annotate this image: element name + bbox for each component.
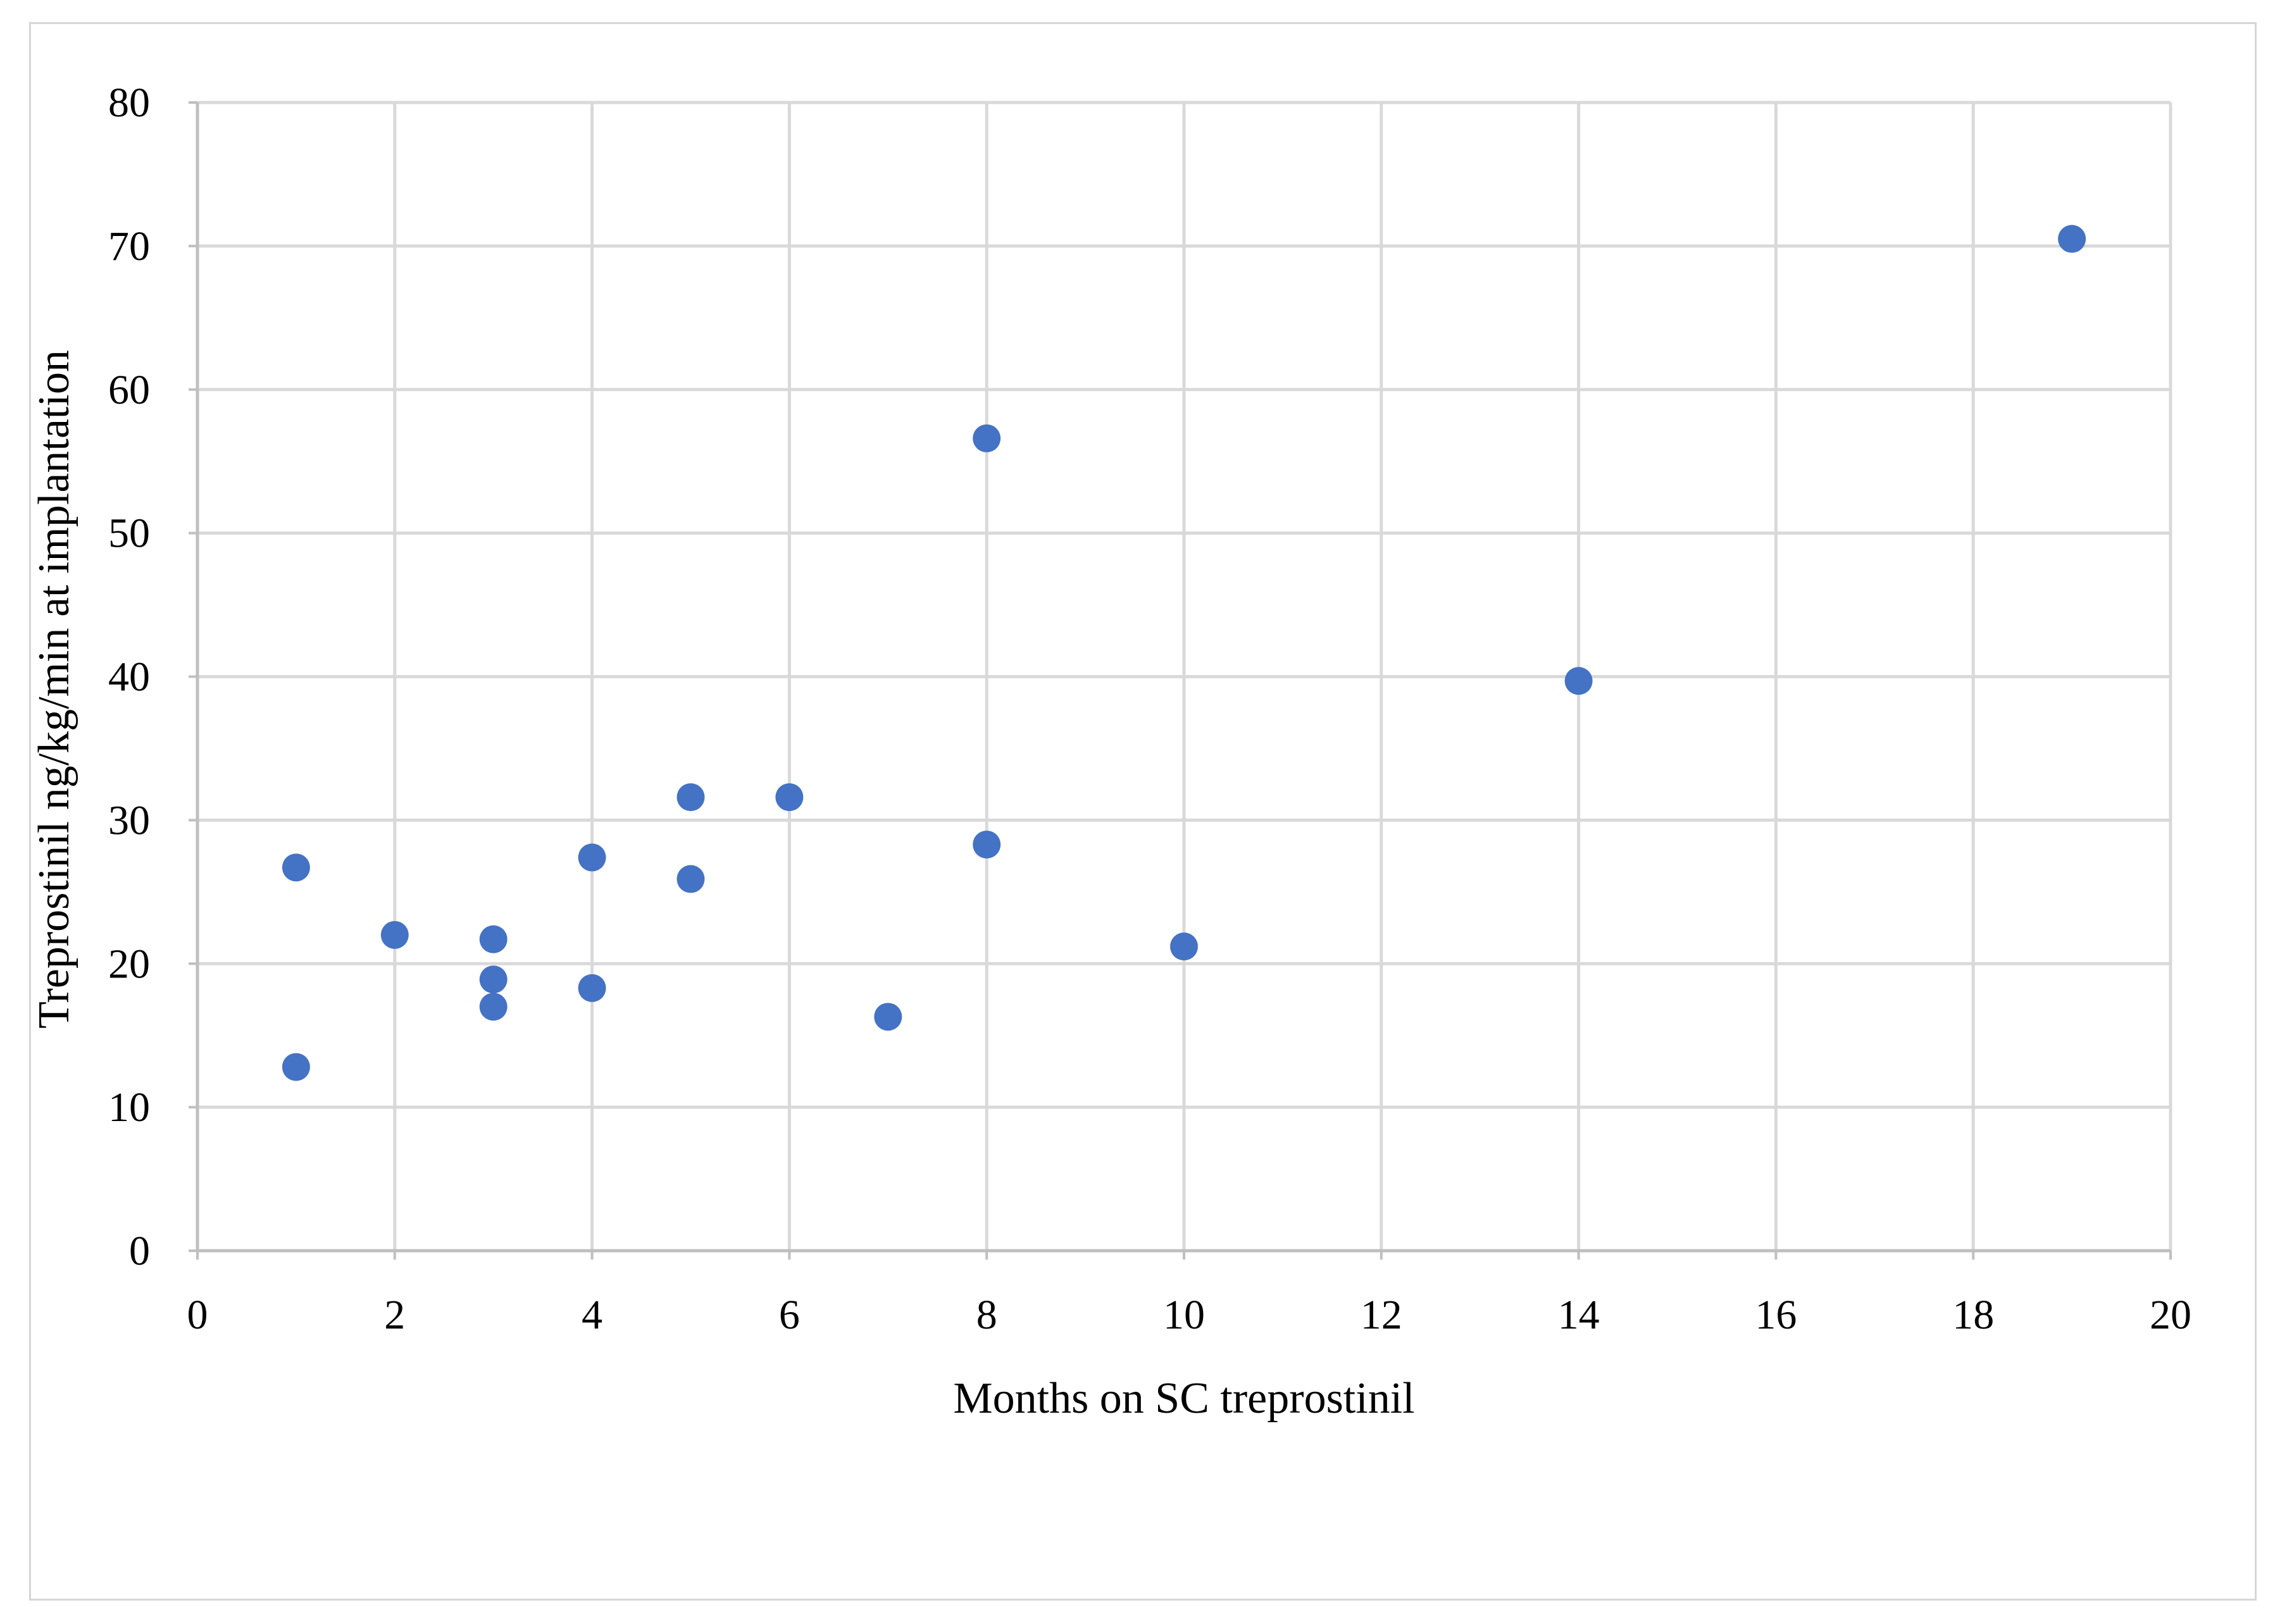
- x-tick-label: 10: [1163, 1292, 1205, 1338]
- y-tick-label: 10: [108, 1084, 150, 1131]
- data-point: [874, 1003, 902, 1031]
- data-point: [775, 783, 804, 812]
- gridlines: [197, 101, 2172, 1251]
- data-point: [676, 783, 705, 812]
- data-point: [282, 853, 310, 882]
- x-tick-label: 18: [1952, 1292, 1994, 1338]
- data-point: [1170, 933, 1198, 961]
- tick-labels: 0 2 4 6 8 10 12 14 16 18 20 0 10 20 30 40 50 60 70 80: [108, 80, 2191, 1338]
- y-tick-label: 20: [108, 941, 150, 987]
- data-point: [479, 993, 508, 1021]
- data-point: [578, 974, 606, 1002]
- y-axis-title: Treprostinil ng/kg/min at implantation: [30, 350, 78, 1029]
- y-tick-label: 0: [129, 1228, 150, 1274]
- x-axis-title: Months on SC treprostinil: [953, 1374, 1414, 1423]
- x-tick-label: 2: [384, 1292, 405, 1338]
- y-tick-label: 40: [108, 654, 150, 700]
- x-tick-label: 14: [1558, 1292, 1600, 1338]
- y-tick-label: 80: [108, 80, 150, 126]
- data-point: [676, 865, 705, 893]
- x-tick-label: 0: [187, 1292, 208, 1338]
- y-tick-label: 50: [108, 511, 150, 557]
- x-tick-label: 12: [1361, 1292, 1402, 1338]
- data-point: [380, 920, 409, 949]
- axes: [189, 101, 2172, 1260]
- y-tick-label: 30: [108, 797, 150, 843]
- data-point: [1564, 667, 1593, 695]
- data-point: [282, 1053, 310, 1081]
- x-tick-label: 16: [1755, 1292, 1797, 1338]
- y-tick-label: 60: [108, 367, 150, 413]
- data-point: [2058, 225, 2086, 253]
- data-point: [479, 925, 508, 953]
- x-tick-label: 8: [976, 1292, 997, 1338]
- x-tick-label: 20: [2150, 1292, 2191, 1338]
- chart-area: [29, 22, 2257, 1601]
- data-point: [973, 424, 1001, 452]
- data-point: [578, 843, 606, 872]
- y-tick-label: 70: [108, 223, 150, 270]
- x-tick-label: 4: [582, 1292, 602, 1338]
- data-points: [282, 225, 2086, 1081]
- data-point: [973, 830, 1001, 858]
- data-point: [479, 965, 508, 994]
- x-tick-label: 6: [779, 1292, 800, 1338]
